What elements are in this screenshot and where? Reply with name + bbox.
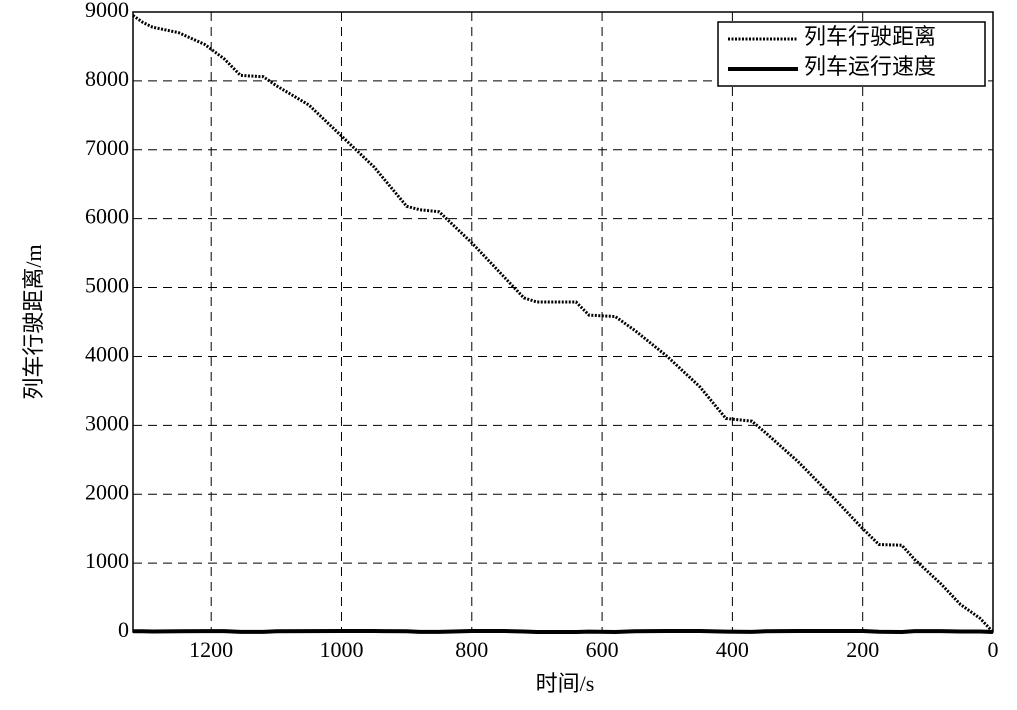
data-line bbox=[133, 629, 994, 635]
y-tick-label: 7000 bbox=[85, 135, 129, 160]
legend-box bbox=[717, 21, 986, 87]
data-line bbox=[132, 14, 995, 634]
y-axis-label: 列车行驶距离/m bbox=[21, 244, 46, 399]
x-axis-label: 时间/s bbox=[536, 671, 595, 696]
plot-frame bbox=[132, 11, 994, 633]
y-tick-label: 6000 bbox=[85, 204, 129, 229]
y-tick-label: 9000 bbox=[85, 0, 129, 22]
x-tick-label: 200 bbox=[846, 637, 879, 662]
legend-label: 列车运行速度 bbox=[804, 54, 936, 79]
x-tick-label: 1000 bbox=[319, 637, 363, 662]
y-tick-label: 3000 bbox=[85, 410, 129, 435]
x-tick-label: 400 bbox=[716, 637, 749, 662]
x-tick-label: 0 bbox=[988, 637, 999, 662]
y-tick-label: 0 bbox=[118, 617, 129, 642]
y-tick-label: 5000 bbox=[85, 273, 129, 298]
y-tick-label: 4000 bbox=[85, 341, 129, 366]
y-tick-label: 8000 bbox=[85, 66, 129, 91]
x-tick-label: 1200 bbox=[189, 637, 233, 662]
legend-label: 列车行驶距离 bbox=[804, 24, 936, 49]
x-tick-label: 600 bbox=[586, 637, 619, 662]
x-tick-label: 800 bbox=[455, 637, 488, 662]
y-tick-label: 1000 bbox=[85, 548, 129, 573]
y-tick-label: 2000 bbox=[85, 479, 129, 504]
